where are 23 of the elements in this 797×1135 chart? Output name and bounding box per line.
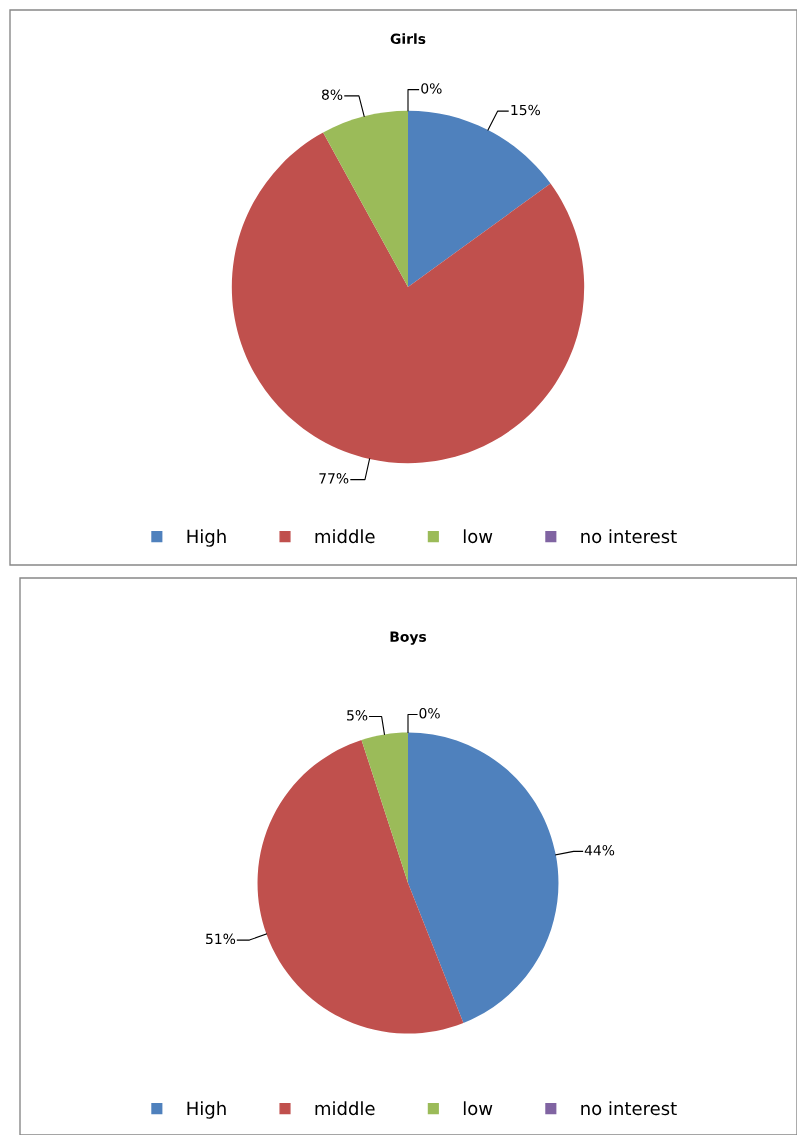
data-label: 51%: [206, 933, 236, 945]
legend-label: no interest: [581, 1101, 677, 1116]
legend-label: middle: [315, 1101, 375, 1116]
legend-label: low: [463, 1101, 493, 1116]
pie-slice: [361, 732, 408, 883]
legend-label: no interest: [581, 529, 677, 544]
data-label: 8%: [321, 89, 343, 100]
text: 0%: [421, 83, 442, 94]
chart-title: Boys: [390, 631, 427, 645]
legend-label: middle: [315, 529, 375, 544]
chart-title: Girls: [390, 33, 426, 45]
data-label: 77%: [319, 473, 349, 484]
text: 0%: [419, 707, 440, 719]
legend-label: High: [187, 1101, 226, 1119]
legend-label: low: [463, 529, 493, 544]
legend-label: High: [187, 529, 226, 547]
pie-slice: [231, 132, 585, 464]
data-label: 5%: [347, 710, 368, 721]
pie-slice: [257, 739, 464, 1034]
data-label: 44%: [584, 844, 615, 856]
pie-slice: [408, 732, 559, 1023]
pie-slice: [323, 110, 408, 287]
data-label: 15%: [511, 104, 541, 116]
